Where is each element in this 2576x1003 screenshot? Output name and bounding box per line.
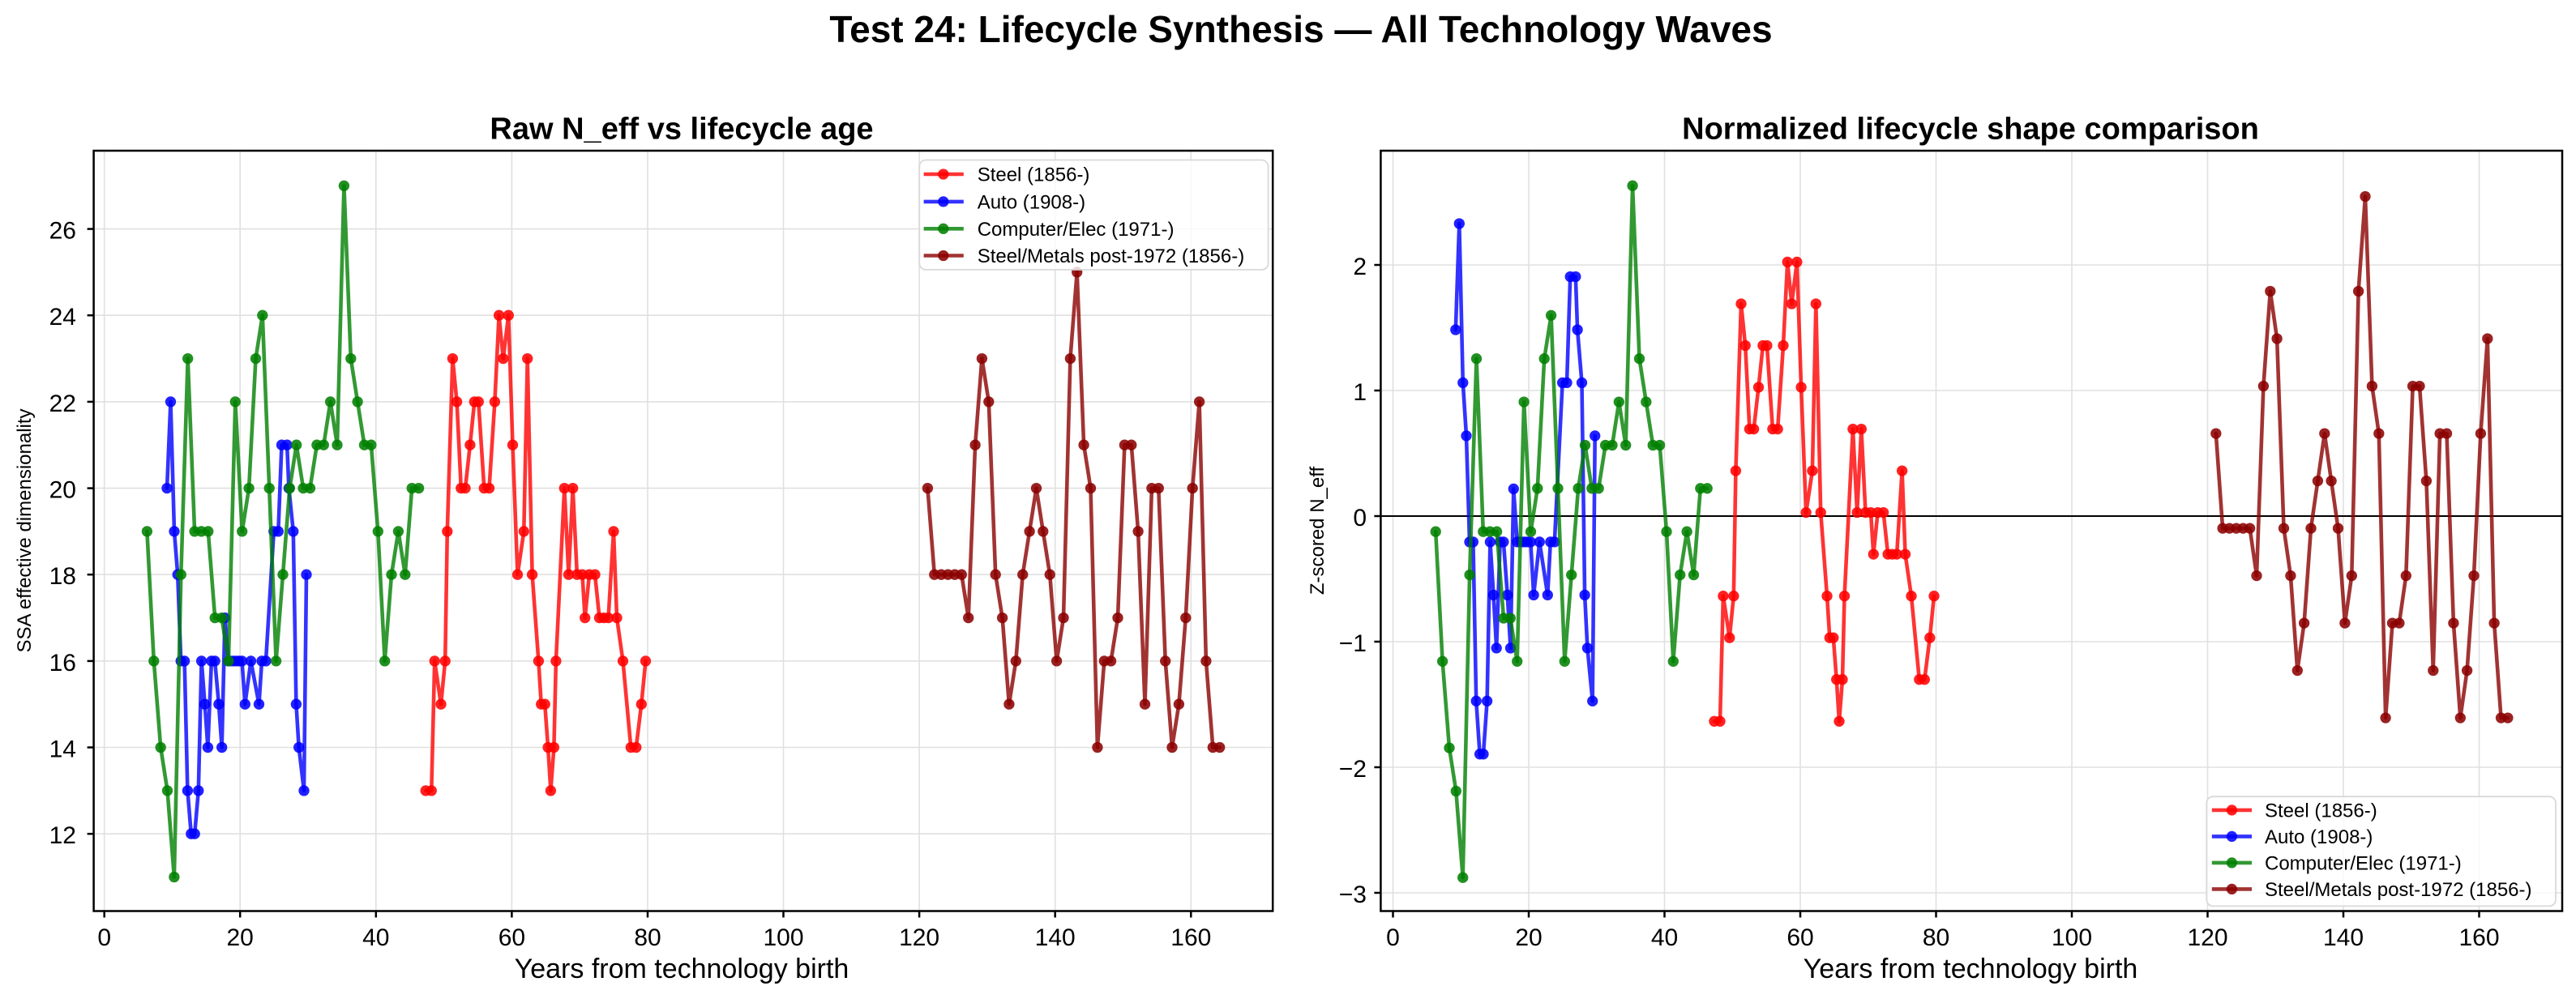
svg-text:80: 80	[1923, 924, 1949, 951]
svg-text:−3: −3	[1339, 881, 1367, 908]
svg-text:Years from technology birth: Years from technology birth	[1804, 954, 2138, 984]
svg-text:Raw N_eff vs lifecycle age: Raw N_eff vs lifecycle age	[490, 113, 873, 147]
svg-text:80: 80	[634, 924, 661, 951]
svg-text:12: 12	[49, 822, 76, 849]
svg-text:14: 14	[49, 736, 76, 763]
svg-text:24: 24	[49, 304, 76, 331]
svg-text:120: 120	[2187, 924, 2227, 951]
svg-text:16: 16	[49, 650, 76, 676]
svg-text:40: 40	[1651, 924, 1678, 951]
svg-text:0: 0	[1353, 505, 1367, 531]
svg-text:Years from technology birth: Years from technology birth	[515, 954, 849, 984]
svg-text:2: 2	[1353, 254, 1367, 280]
svg-text:100: 100	[763, 924, 803, 951]
svg-text:20: 20	[227, 924, 254, 951]
svg-text:Z-scored N_eff: Z-scored N_eff	[1307, 467, 1329, 595]
svg-text:−2: −2	[1339, 756, 1367, 783]
svg-text:−1: −1	[1339, 630, 1367, 657]
svg-text:100: 100	[2052, 924, 2092, 951]
svg-text:Normalized lifecycle shape com: Normalized lifecycle shape comparison	[1682, 113, 2259, 147]
svg-text:Computer/Elec (1971-): Computer/Elec (1971-)	[978, 219, 1175, 241]
svg-text:Test 24: Lifecycle Synthesis —: Test 24: Lifecycle Synthesis — All Techn…	[829, 8, 1772, 50]
svg-text:20: 20	[1515, 924, 1542, 951]
svg-text:140: 140	[1035, 924, 1076, 951]
svg-text:SSA effective dimensionality: SSA effective dimensionality	[14, 408, 36, 652]
svg-text:160: 160	[1170, 924, 1211, 951]
svg-text:Steel/Metals post-1972 (1856-): Steel/Metals post-1972 (1856-)	[978, 245, 1245, 267]
svg-text:1: 1	[1353, 379, 1367, 406]
svg-text:0: 0	[97, 924, 111, 951]
svg-text:22: 22	[49, 391, 76, 417]
svg-text:140: 140	[2323, 924, 2364, 951]
svg-text:Steel (1856-): Steel (1856-)	[978, 164, 1090, 186]
svg-text:26: 26	[49, 218, 76, 245]
svg-text:0: 0	[1386, 924, 1400, 951]
svg-text:Computer/Elec (1971-): Computer/Elec (1971-)	[2265, 852, 2462, 874]
svg-text:Auto (1908-): Auto (1908-)	[978, 191, 1085, 213]
svg-text:160: 160	[2458, 924, 2499, 951]
svg-text:Steel (1856-): Steel (1856-)	[2265, 800, 2377, 822]
svg-text:60: 60	[499, 924, 525, 951]
svg-text:18: 18	[49, 563, 76, 590]
svg-text:Steel/Metals post-1972 (1856-): Steel/Metals post-1972 (1856-)	[2265, 879, 2532, 901]
svg-text:20: 20	[49, 477, 76, 504]
svg-text:60: 60	[1787, 924, 1813, 951]
svg-text:40: 40	[362, 924, 389, 951]
svg-text:120: 120	[899, 924, 939, 951]
svg-text:Auto (1908-): Auto (1908-)	[2265, 826, 2373, 848]
